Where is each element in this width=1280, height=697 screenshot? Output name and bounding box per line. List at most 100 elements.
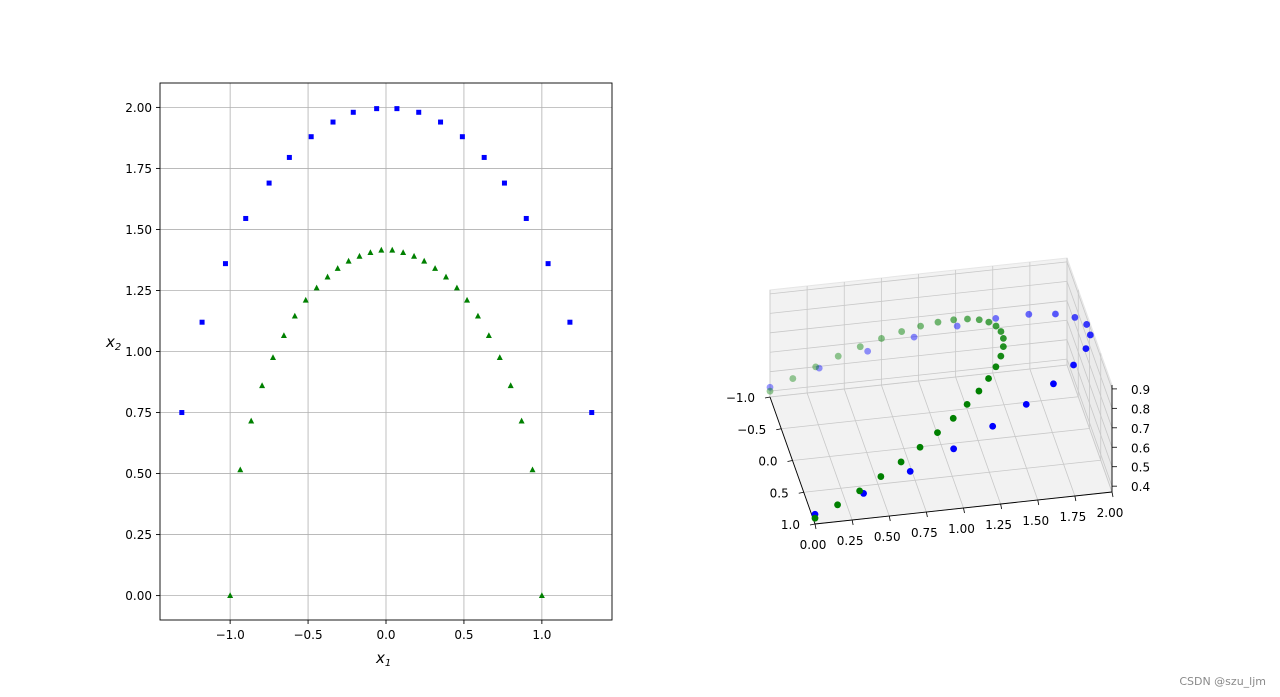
data-point-square <box>374 106 380 112</box>
y-axis-label: x2 <box>105 333 121 353</box>
data-point-square <box>266 180 272 186</box>
data-point-triangle <box>334 265 341 271</box>
x-tick-label: 1.50 <box>1022 514 1049 528</box>
data-point-3d <box>877 473 885 480</box>
data-point-3d <box>992 314 1000 322</box>
x-tick-label: 0.0 <box>376 628 395 642</box>
data-point-3d <box>989 422 997 430</box>
y-tick-label: 0.00 <box>125 589 152 603</box>
x-tick-label: −0.5 <box>293 628 322 642</box>
data-point-3d <box>766 387 774 395</box>
data-point-triangle <box>237 466 244 473</box>
y-tick-mark <box>764 396 771 399</box>
data-point-3d <box>856 487 864 495</box>
data-point-square <box>416 109 422 115</box>
z-tick-label: 0.8 <box>1131 402 1150 416</box>
x-axis-label: x1 <box>375 649 391 669</box>
y-tick-label: 1.75 <box>125 162 152 176</box>
data-point-3d <box>812 363 820 371</box>
data-point-square <box>199 319 205 325</box>
data-point-triangle <box>421 257 428 264</box>
data-point-3d <box>997 328 1005 335</box>
data-point-3d <box>811 514 819 522</box>
data-point-square <box>481 154 487 160</box>
y-tick-label: 1.50 <box>125 223 152 237</box>
data-point-triangle <box>443 273 450 280</box>
data-point-3d <box>834 501 841 509</box>
data-point-triangle <box>259 382 266 389</box>
data-point-3d <box>975 316 983 324</box>
data-point-3d <box>934 429 941 437</box>
data-point-3d <box>1082 345 1090 352</box>
y-tick-label: −1.0 <box>726 391 755 405</box>
y-tick-label: 2.00 <box>125 101 152 115</box>
z-tick-label: 0.5 <box>1131 461 1150 475</box>
y-tick-label: 0.5 <box>770 486 789 500</box>
x-tick-label: 1.75 <box>1060 510 1087 524</box>
grid-line-y <box>769 364 1068 398</box>
z-tick-label: 0.9 <box>1131 383 1150 397</box>
y-tick-mark <box>776 428 782 431</box>
data-point-triangle <box>432 265 439 271</box>
data-point-3d <box>917 322 924 330</box>
data-point-square <box>243 215 249 221</box>
data-point-square <box>589 410 595 416</box>
data-point-3d <box>789 375 797 382</box>
data-point-square <box>438 119 444 125</box>
x-tick-label: 1.00 <box>948 522 975 536</box>
data-point-triangle <box>356 252 363 259</box>
y-tick-label: 1.25 <box>125 284 152 298</box>
data-point-3d <box>834 352 842 360</box>
x-tick-label: 1.0 <box>532 628 551 642</box>
data-point-triangle <box>389 246 396 253</box>
grid-line-z <box>769 358 1068 392</box>
grid-line-z <box>769 280 1068 314</box>
data-point-3d <box>897 458 905 466</box>
data-point-3d <box>963 400 971 408</box>
z-tick-label: 0.4 <box>1131 480 1150 494</box>
data-point-triangle <box>270 354 276 361</box>
x-tick-label: 0.75 <box>911 526 938 540</box>
data-point-square <box>308 134 314 140</box>
data-point-3d <box>1083 321 1091 328</box>
data-point-triangle <box>302 296 309 303</box>
grid-line-z <box>769 261 1068 295</box>
data-point-3d <box>975 387 983 395</box>
grid-line-z <box>1066 281 1113 409</box>
scatter-3d-chart: 0.00 0.25 0.50 0.75 1.00 1.25 1.50 1.75 2.00 −1.0… <box>726 257 1150 552</box>
data-point-square <box>459 134 465 140</box>
data-point-triangle <box>485 332 492 339</box>
data-point-triangle <box>248 417 255 424</box>
y-tick-mark <box>787 460 793 462</box>
x-tick-label: −1.0 <box>216 628 245 642</box>
data-point-square <box>567 319 573 325</box>
data-point-3d <box>985 318 993 326</box>
y-tick-label: 0.75 <box>125 406 152 420</box>
grid-line-z <box>1066 359 1113 487</box>
data-point-3d <box>949 414 957 422</box>
y-tick-label: 0.0 <box>758 455 777 469</box>
data-point-square <box>523 215 529 221</box>
data-point-3d <box>953 322 961 330</box>
grid-line-y <box>792 428 1090 461</box>
data-point-3d <box>999 334 1007 342</box>
data-point-triangle <box>538 592 545 598</box>
data-point-triangle <box>474 312 481 319</box>
data-point-triangle <box>507 382 514 389</box>
data-point-3d <box>1050 380 1057 388</box>
data-point-3d <box>1070 361 1077 369</box>
data-point-3d <box>910 333 918 341</box>
data-point-triangle <box>324 273 331 280</box>
x-tick-mark <box>1074 495 1077 502</box>
data-point-3d <box>1025 310 1033 318</box>
data-point-square <box>394 106 400 112</box>
data-point-3d <box>878 335 885 342</box>
data-point-3d <box>1052 310 1059 318</box>
z-tick-label: 0.7 <box>1131 422 1150 436</box>
data-point-triangle <box>291 312 298 319</box>
grid-line-z <box>769 319 1068 353</box>
grid-line-z <box>769 300 1068 334</box>
x-tick-mark <box>851 519 854 526</box>
y-tick-mark <box>798 491 804 494</box>
x-tick-mark <box>1037 499 1040 506</box>
